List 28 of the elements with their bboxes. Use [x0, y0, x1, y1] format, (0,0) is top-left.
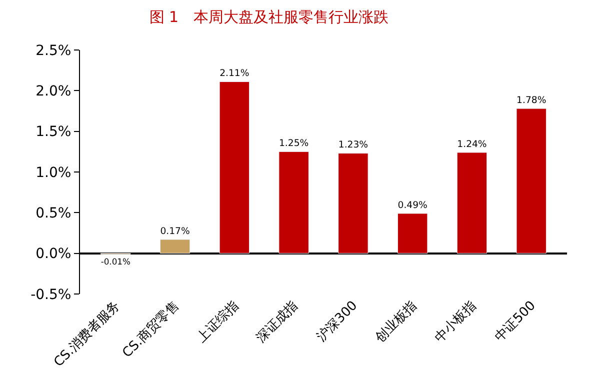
x-tick-label: 沪深300: [313, 298, 361, 345]
y-tick-label: 2.5%: [36, 42, 72, 59]
y-tick-label: 1.5%: [36, 124, 72, 140]
bar: [160, 239, 190, 254]
x-tick-label: 上证综指: [194, 298, 242, 346]
data-label: 2.11%: [220, 68, 250, 80]
data-label: -0.01%: [100, 256, 130, 266]
bar: [397, 213, 428, 254]
bar: [278, 151, 309, 254]
y-tick-label: 0.0%: [36, 246, 72, 262]
bar: [219, 81, 250, 254]
y-tick-label: 1.0%: [36, 164, 72, 181]
data-label: 0.17%: [160, 226, 190, 237]
x-tick-label: 中证500: [492, 298, 539, 345]
y-tick-label: 2.0%: [36, 84, 72, 100]
x-tick-label: 中小板指: [432, 298, 480, 346]
bar: [456, 152, 488, 254]
chart-title: 图 1 本周大盘及社服零售行业涨跌: [149, 8, 389, 26]
bar: [338, 153, 368, 254]
bar: [516, 108, 546, 254]
x-tick-label: 深证成指: [254, 298, 302, 346]
y-tick-label: 0.5%: [36, 206, 72, 222]
data-label: 1.78%: [516, 94, 546, 106]
data-label: 0.49%: [398, 200, 428, 211]
x-tick-label: 创业板指: [372, 298, 420, 346]
data-label: 1.23%: [338, 140, 368, 151]
data-label: 1.25%: [278, 138, 309, 149]
data-label: 1.24%: [457, 138, 487, 150]
